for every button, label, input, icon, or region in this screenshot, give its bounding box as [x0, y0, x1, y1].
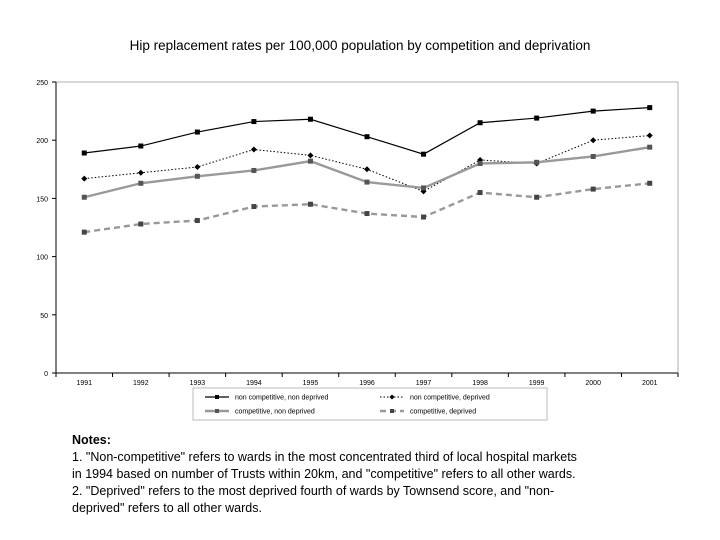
data-point — [307, 116, 313, 122]
y-tick-label: 150 — [36, 196, 48, 203]
data-point — [307, 152, 314, 159]
line-chart: 0 50 100 150 200 250 1991 1992 1993 1994 1995 1996… — [36, 80, 679, 421]
x-tick-label: 1997 — [416, 380, 432, 387]
data-point — [590, 153, 596, 159]
data-point — [477, 120, 483, 126]
data-point — [138, 221, 144, 227]
data-point — [534, 115, 540, 121]
data-point — [194, 129, 200, 135]
notes-heading: Notes: — [72, 433, 111, 447]
x-tick-label: 2000 — [585, 380, 601, 387]
data-point — [138, 180, 144, 186]
data-point — [647, 105, 653, 111]
data-point — [81, 194, 87, 200]
y-tick-labels: 0 50 100 150 200 250 — [36, 80, 56, 378]
legend-label: non competitive, deprived — [410, 395, 490, 402]
data-point — [250, 146, 257, 153]
legend-label: competitive, non deprived — [235, 409, 315, 416]
x-tick-label: 1996 — [359, 380, 375, 387]
series-group — [81, 144, 653, 200]
legend-swatch-marker — [215, 409, 219, 413]
legend-label: non competitive, non deprived — [235, 395, 328, 402]
data-point — [646, 132, 653, 139]
y-tick-label: 200 — [36, 138, 48, 145]
x-tick-label: 1999 — [529, 380, 545, 387]
data-point — [194, 218, 200, 224]
series-group — [81, 132, 653, 195]
data-point — [421, 185, 427, 191]
legend-swatch-marker — [390, 409, 394, 413]
x-tick-label: 1994 — [246, 380, 262, 387]
legend-swatch-marker — [215, 395, 219, 399]
data-point — [647, 180, 653, 186]
y-tick-label: 100 — [36, 255, 48, 262]
series-lines — [81, 105, 653, 235]
data-point — [534, 159, 540, 165]
x-tick-label: 1993 — [190, 380, 206, 387]
data-point — [364, 179, 370, 185]
chart-title: Hip replacement rates per 100,000 popula… — [129, 38, 591, 53]
notes-block: Notes: 1. "Non-competitive" refers to wa… — [72, 432, 672, 517]
x-tick-labels: 1991 1992 1993 1994 1995 1996 1997 1998 1999 2000… — [55, 373, 679, 387]
series-group — [81, 180, 653, 235]
series-group — [81, 105, 653, 157]
y-tick-label: 0 — [44, 371, 48, 378]
data-point — [477, 190, 483, 196]
data-point — [477, 160, 483, 166]
note-line-2: in 1994 based on number of Trusts within… — [72, 467, 576, 481]
legend-label: competitive, deprived — [410, 409, 476, 416]
data-point — [647, 144, 653, 150]
legend-box — [192, 387, 548, 421]
x-tick-label: 2001 — [642, 380, 658, 387]
data-point — [81, 175, 88, 182]
data-point — [590, 137, 597, 144]
x-tick-label: 1992 — [133, 380, 149, 387]
data-point — [590, 108, 596, 114]
data-point — [364, 166, 370, 173]
y-tick-label: 250 — [36, 80, 48, 87]
data-point — [307, 201, 313, 207]
data-point — [307, 158, 313, 164]
note-line-4: deprived" refers to all other wards. — [72, 501, 262, 515]
x-tick-label: 1995 — [303, 380, 319, 387]
data-point — [421, 151, 427, 157]
x-tick-label: 1998 — [472, 380, 488, 387]
data-point — [194, 163, 201, 170]
data-point — [590, 186, 596, 192]
data-point — [364, 211, 370, 217]
note-line-1: 1. "Non-competitive" refers to wards in … — [72, 450, 577, 464]
data-point — [137, 169, 144, 176]
note-line-3: 2. "Deprived" refers to the most deprive… — [72, 484, 555, 498]
data-point — [421, 214, 427, 220]
y-tick-label: 50 — [40, 313, 48, 320]
series-line — [84, 182, 650, 234]
data-point — [138, 143, 144, 149]
series-line — [84, 107, 650, 155]
data-point — [251, 167, 257, 173]
data-point — [81, 229, 87, 235]
data-point — [251, 119, 257, 125]
legend-swatch-marker — [389, 394, 395, 400]
data-point — [534, 194, 540, 200]
legend: non competitive, non deprived non competi… — [192, 387, 548, 421]
data-point — [194, 173, 200, 179]
data-point — [477, 156, 484, 163]
data-point — [251, 204, 257, 210]
data-point — [364, 134, 370, 140]
x-tick-label: 1991 — [76, 380, 92, 387]
data-point — [81, 150, 87, 156]
plot-frame — [55, 81, 679, 374]
